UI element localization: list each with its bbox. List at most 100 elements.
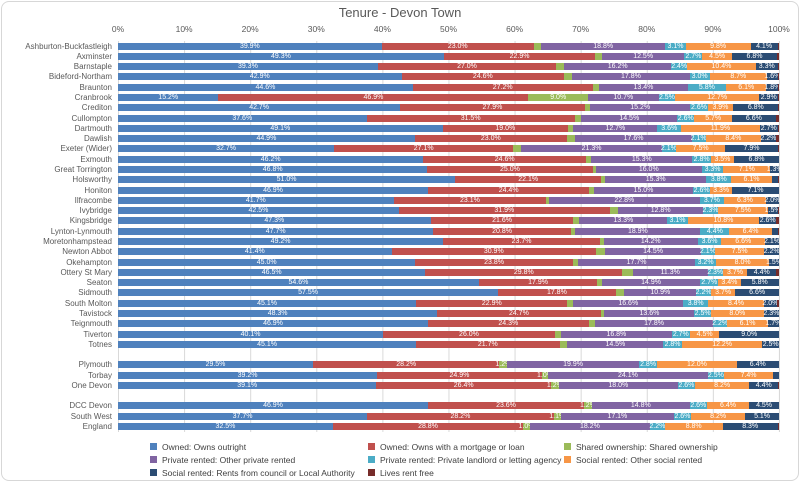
bar-segment-shared_ownership: 1.2% xyxy=(580,402,596,410)
bar-segment-social_other: 6.3% xyxy=(724,196,766,204)
bar-segment-owned_outright: 42.7% xyxy=(118,104,401,112)
segment-value: 12.0% xyxy=(687,361,707,369)
x-axis-tick: 80% xyxy=(638,24,656,34)
segment-value: 27.9% xyxy=(482,104,503,112)
legend-label: Lives rent free xyxy=(380,467,434,478)
segment-value: 17.9% xyxy=(528,279,548,287)
segment-value: 14.5% xyxy=(605,340,626,348)
bar-segment-social_other: 10.8% xyxy=(687,217,760,225)
segment-value: 2.4% xyxy=(671,63,688,71)
bar-segment-private_landlord: 2.2% xyxy=(649,423,665,431)
segment-value: 22.9% xyxy=(509,52,530,60)
bar-segment-social_council: 2.0% xyxy=(764,196,780,204)
bar-segment-private_other: 14.2% xyxy=(603,237,698,245)
bar-segment-private_landlord: 2.1% xyxy=(700,248,716,256)
legend-label: Owned: Owns with a mortgage or loan xyxy=(380,441,525,452)
stacked-bar: 32.5% 28.8% 1.0% 18.2% 2.2% 8.8% 8.3% xyxy=(118,423,779,431)
segment-value: 1.3% xyxy=(766,166,783,174)
segment-value: 44.6% xyxy=(255,83,276,91)
bar-segment-social_other: 3.3% xyxy=(710,186,733,194)
segment-value: 1.0% xyxy=(537,371,553,379)
segment-value: 1.8% xyxy=(764,83,781,91)
segment-value: 49.3% xyxy=(271,52,291,60)
bar-row: Holsworthy 51.0% 22.1% 15.3% 3.8% 6.1% xyxy=(0,175,779,185)
segment-value: 1.5% xyxy=(764,207,781,215)
segment-value: 21.7% xyxy=(477,340,498,348)
bar-segment-private_other: 24.1% xyxy=(548,371,708,379)
segment-value: 7.4% xyxy=(740,371,757,379)
legend-item-rent_free: Lives rent free xyxy=(368,466,561,479)
segment-value: 17.8% xyxy=(644,320,664,328)
bar-segment-social_other: 8.2% xyxy=(691,412,746,420)
segment-value: 17.8% xyxy=(620,73,641,81)
segment-value: 24.6% xyxy=(472,73,493,81)
segment-value: 5.8% xyxy=(751,279,768,287)
segment-value: 2.5% xyxy=(707,371,724,379)
row-label: Kingsbridge xyxy=(69,216,112,226)
row-label: Seaton xyxy=(86,278,112,288)
bar-segment-shared_ownership: 1.0% xyxy=(537,371,553,379)
bar-segment-private_other: 18.8% xyxy=(541,42,666,50)
segment-value: 12.2% xyxy=(712,340,733,348)
legend-item-social_council: Social rented: Rents from council or Loc… xyxy=(150,466,355,479)
segment-value: 24.3% xyxy=(498,320,519,328)
bar-segment-private_other: 14.5% xyxy=(605,248,701,256)
bar-segment-social_other: 8.8% xyxy=(664,423,723,431)
bar-segment-social_other: 6.1% xyxy=(727,320,768,328)
segment-value: 2.5% xyxy=(658,94,675,102)
segment-value: 3.3% xyxy=(704,166,721,174)
legend-label: Private rented: Private landlord or lett… xyxy=(380,454,562,465)
segment-value: 2.2% xyxy=(712,320,729,328)
bar-segment-owned_mortgage: 23.8% xyxy=(415,258,573,266)
stacked-bar: 47.3% 21.6% 13.3% 3.1% 10.8% 2.6% xyxy=(118,217,779,225)
segment-value: 24.1% xyxy=(618,371,638,379)
bar-segment-private_other: 17.1% xyxy=(560,412,674,420)
bar-segment-shared_ownership xyxy=(600,309,605,317)
bar-segment-social_other: 8.4% xyxy=(705,135,762,143)
bar-segment-social_council: 1.5% xyxy=(766,258,782,266)
legend-swatch-icon xyxy=(564,456,571,463)
bar-segment-social_council: 2.9% xyxy=(759,94,779,102)
bar-segment-owned_outright: 46.9% xyxy=(118,320,428,328)
bar-segment-private_landlord: 2.6% xyxy=(677,114,695,122)
bar-segment-private_landlord: 3.6% xyxy=(697,237,722,245)
bar-segment-owned_mortgage: 21.7% xyxy=(416,340,560,348)
segment-value: 2.6% xyxy=(690,402,707,410)
row-label: Great Torrington xyxy=(54,165,112,175)
bar-segment-private_other: 17.6% xyxy=(575,135,692,143)
segment-value: 45.0% xyxy=(256,258,277,266)
x-axis-tick: 10% xyxy=(175,24,193,34)
segment-value: 1.7% xyxy=(765,320,782,328)
bar-segment-owned_mortgage: 22.9% xyxy=(416,299,568,307)
bar-segment-private_landlord: 2.2% xyxy=(696,289,712,297)
bar-segment-shared_ownership xyxy=(533,42,542,50)
bar-segment-private_landlord: 2.6% xyxy=(673,412,692,420)
segment-value: 47.7% xyxy=(265,227,286,235)
bar-segment-owned_outright: 49.1% xyxy=(118,124,443,132)
segment-value: 3.3% xyxy=(713,186,730,194)
bar-segment-owned_mortgage: 27.0% xyxy=(377,63,557,71)
segment-value: 6.3% xyxy=(736,196,753,204)
bar-segment-shared_ownership xyxy=(601,176,606,184)
bar-row: Honiton 46.9% 24.4% 15.0% 2.6% 3.3% 7.1% xyxy=(0,185,779,195)
bar-segment-rent_free xyxy=(777,63,779,71)
segment-value: 19.9% xyxy=(563,361,583,369)
bar-segment-rent_free xyxy=(778,94,779,102)
legend-swatch-icon xyxy=(564,443,571,450)
bar-segment-shared_ownership xyxy=(588,320,596,328)
bar-segment-owned_outright: 44.9% xyxy=(118,135,415,143)
segment-value: 24.4% xyxy=(498,186,519,194)
bar-segment-social_council: 7.9% xyxy=(725,145,778,153)
bar-row: England 32.5% 28.8% 1.0% 18.2% 2.2% 8.8% 8.3% xyxy=(0,421,779,431)
stacked-bar: 48.3% 24.7% 13.6% 2.5% 8.0% 2.3% xyxy=(118,309,779,317)
bar-segment-shared_ownership: 1.0% xyxy=(519,423,534,431)
bar-segment-shared_ownership xyxy=(622,268,633,276)
bar-segment-owned_mortgage: 17.9% xyxy=(478,279,598,287)
bar-segment-shared_ownership: 1.2% xyxy=(495,361,511,369)
bar-segment-owned_mortgage: 22.1% xyxy=(455,176,602,184)
segment-value: 28.8% xyxy=(418,423,438,431)
segment-value: 13.4% xyxy=(633,83,654,91)
row-label: South West xyxy=(70,411,112,421)
segment-value: 2.8% xyxy=(693,155,710,163)
segment-value: 46.9% xyxy=(263,402,283,410)
